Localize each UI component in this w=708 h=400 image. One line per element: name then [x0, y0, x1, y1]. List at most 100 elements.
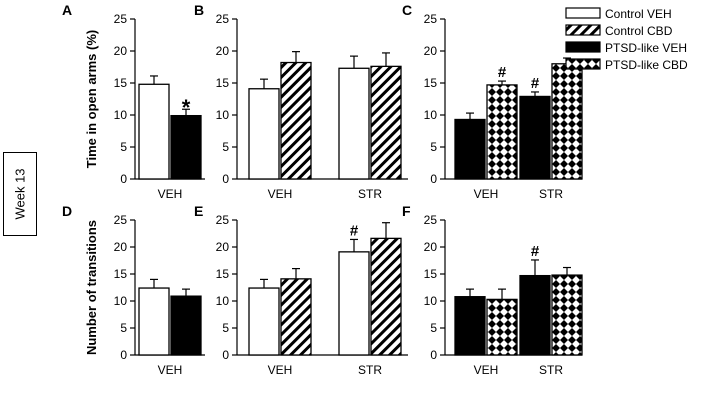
bar [248, 287, 280, 356]
y-tick-label: 15 [216, 76, 230, 90]
x-tick-label: VEH [268, 187, 293, 201]
panel-letter: F [402, 203, 411, 219]
y-tick-label: 20 [114, 240, 128, 254]
y-tick-label: 25 [114, 12, 128, 26]
legend-label: PTSD-like VEH [605, 41, 687, 55]
legend-item: PTSD-like VEH [565, 41, 687, 55]
y-tick-label: 15 [424, 76, 438, 90]
x-tick-label: VEH [474, 363, 499, 377]
significance-mark: * [182, 95, 191, 120]
y-tick-label: 20 [424, 44, 438, 58]
panel-letter: D [62, 203, 72, 219]
y-tick-label: 25 [114, 213, 128, 227]
y-tick-label: 20 [216, 240, 230, 254]
legend-swatch [565, 24, 601, 36]
y-axis-label: Time in open arms (%) [84, 30, 99, 168]
legend-swatch [565, 41, 601, 53]
panel-a: A 0 5 10 15 20 25 Time in open arms (%) VEH * [62, 2, 205, 201]
bar [519, 274, 551, 356]
bar [486, 298, 518, 356]
legend-item: PTSD-like CBD [565, 58, 688, 72]
bar [280, 278, 312, 356]
y-axis-label: Number of transitions [84, 220, 99, 355]
panel-d: D 0 5 10 15 20 25 Number of transitions VEH [62, 203, 205, 377]
y-tick-label: 10 [424, 108, 438, 122]
bar [486, 84, 518, 180]
bar [338, 251, 370, 356]
y-tick-label: 10 [114, 294, 128, 308]
y-tick-label: 10 [424, 294, 438, 308]
bar [138, 83, 170, 180]
panel-e: E 0 5 10 15 20 25 VEH STR # [194, 203, 408, 377]
y-tick-label: 5 [430, 140, 437, 154]
bar [370, 65, 402, 180]
legend-swatch [565, 58, 601, 70]
panel-letter: B [194, 2, 204, 18]
significance-mark: # [531, 243, 540, 260]
bar [454, 118, 486, 180]
x-tick-label: STR [358, 187, 382, 201]
panel-c: C 0 5 10 15 20 25 VEH STR # # [402, 2, 583, 201]
bar [551, 63, 583, 180]
y-tick-label: 10 [114, 108, 128, 122]
y-tick-label: 15 [114, 267, 128, 281]
bar [170, 295, 202, 356]
y-tick-label: 5 [430, 321, 437, 335]
legend: Control VEH Control CBD PTSD-like VEH PTSD-… [565, 7, 688, 72]
bar [370, 237, 402, 356]
y-tick-label: 0 [430, 348, 437, 362]
legend-item: Control CBD [565, 24, 673, 38]
y-tick-label: 20 [114, 44, 128, 58]
x-tick-label: VEH [158, 187, 183, 201]
y-tick-label: 15 [114, 76, 128, 90]
significance-mark: # [498, 64, 507, 81]
bar [170, 114, 202, 180]
y-tick-label: 5 [120, 321, 127, 335]
x-tick-label: STR [358, 363, 382, 377]
y-tick-label: 15 [424, 267, 438, 281]
y-tick-label: 25 [216, 213, 230, 227]
x-tick-label: STR [539, 363, 563, 377]
week-label-box: Week 13 [3, 152, 37, 236]
y-tick-label: 25 [424, 12, 438, 26]
y-tick-label: 5 [222, 321, 229, 335]
panel-letter: E [194, 203, 203, 219]
bar [551, 274, 583, 356]
panel-b: B 0 5 10 15 20 25 VEH STR [194, 2, 408, 201]
y-tick-label: 0 [222, 172, 229, 186]
y-tick-label: 10 [216, 294, 230, 308]
y-tick-label: 0 [120, 348, 127, 362]
y-tick-label: 5 [120, 140, 127, 154]
x-tick-label: VEH [474, 187, 499, 201]
legend-label: Control VEH [605, 7, 672, 21]
bar [138, 287, 170, 356]
y-tick-label: 0 [120, 172, 127, 186]
week-label: Week 13 [12, 168, 28, 220]
panel-letter: A [62, 2, 72, 18]
panel-letter: C [402, 2, 412, 18]
bar [454, 296, 486, 356]
significance-mark: # [531, 75, 540, 92]
y-tick-label: 25 [424, 213, 438, 227]
bar [280, 61, 312, 180]
panel-f: F 0 5 10 15 20 25 VEH STR # [402, 203, 583, 377]
significance-mark: # [350, 222, 359, 239]
y-tick-label: 20 [216, 44, 230, 58]
bar [519, 95, 551, 180]
y-tick-label: 20 [424, 240, 438, 254]
legend-label: Control CBD [605, 24, 673, 38]
x-tick-label: VEH [268, 363, 293, 377]
y-tick-label: 25 [216, 12, 230, 26]
legend-label: PTSD-like CBD [605, 58, 688, 72]
legend-item: Control VEH [565, 7, 672, 21]
y-tick-label: 15 [216, 267, 230, 281]
x-tick-label: STR [539, 187, 563, 201]
bar [338, 67, 370, 180]
x-tick-label: VEH [158, 363, 183, 377]
legend-swatch [565, 7, 601, 19]
y-tick-label: 0 [222, 348, 229, 362]
bar [248, 88, 280, 180]
y-tick-label: 0 [430, 172, 437, 186]
y-tick-label: 5 [222, 140, 229, 154]
